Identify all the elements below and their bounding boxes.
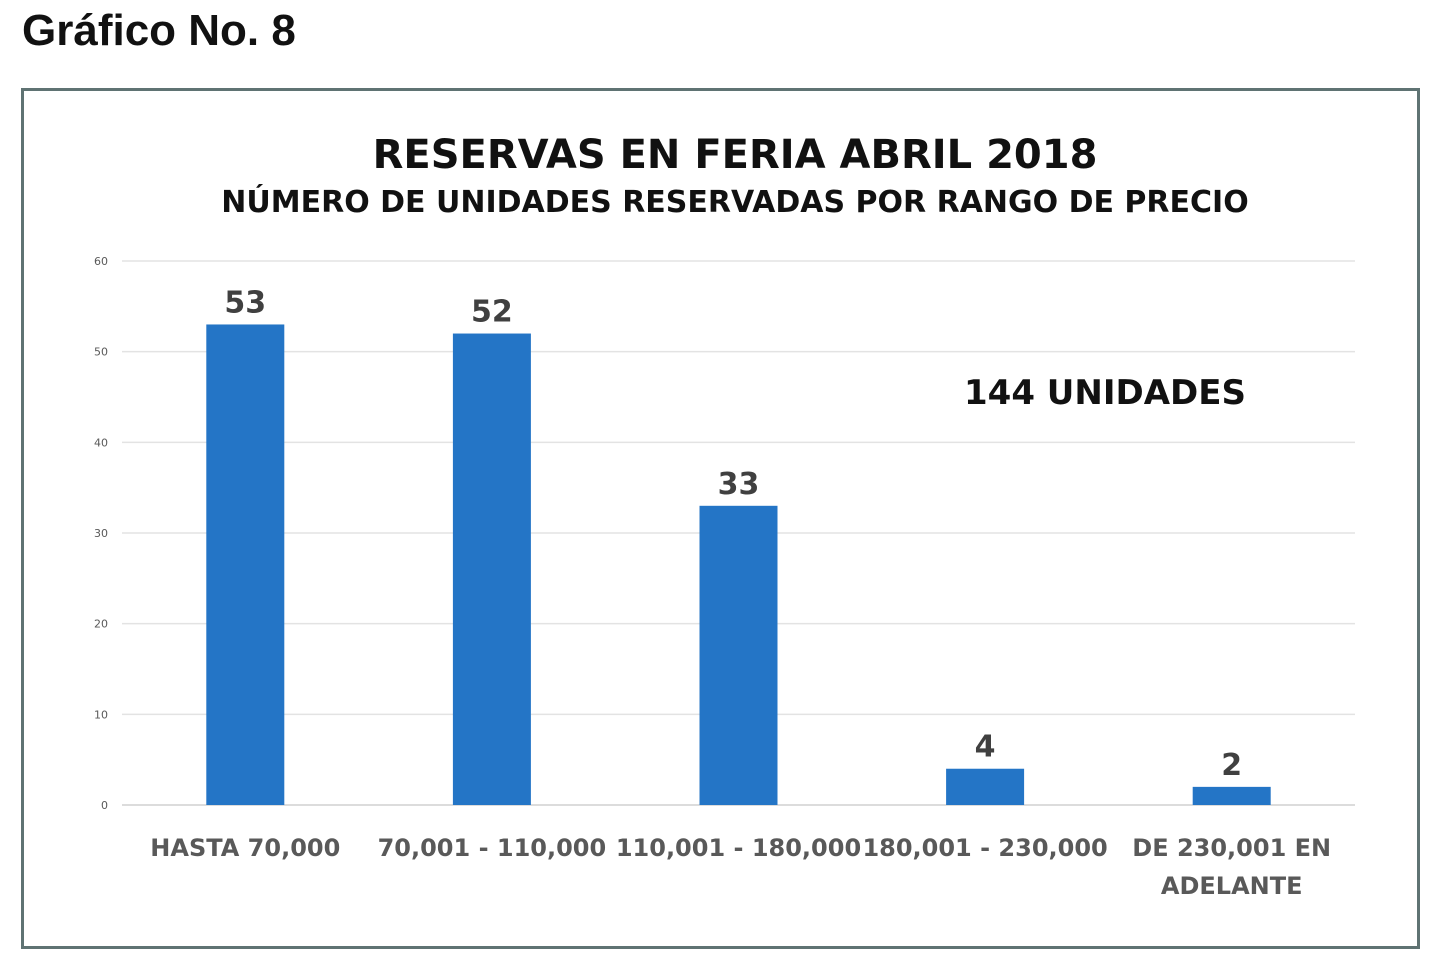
y-tick-label: 0 [101, 799, 108, 812]
y-tick-label: 60 [94, 255, 108, 268]
y-tick-label: 30 [94, 527, 108, 540]
total-annotation: 144 UNIDADES [964, 373, 1246, 413]
chart-title: RESERVAS EN FERIA ABRIL 2018 [373, 132, 1098, 178]
data-label: 52 [471, 295, 513, 330]
x-tick-label: 70,001 - 110,000 [378, 834, 607, 862]
y-tick-label: 10 [94, 708, 108, 721]
chart-frame [21, 88, 1420, 949]
y-tick-label: 20 [94, 618, 108, 631]
y-tick-label: 50 [94, 346, 108, 359]
bar [1192, 786, 1271, 805]
figure-heading: Gráfico No. 8 [22, 6, 296, 55]
data-label: 2 [1221, 748, 1242, 783]
x-tick-label: HASTA 70,000 [150, 834, 340, 862]
x-tick-label: 110,001 - 180,000 [616, 834, 861, 862]
x-tick-label: 180,001 - 230,000 [862, 834, 1107, 862]
bar [452, 333, 531, 805]
bar [946, 768, 1025, 805]
bar [206, 324, 285, 805]
data-label: 53 [224, 285, 266, 320]
x-tick-label: DE 230,001 EN [1132, 834, 1331, 862]
chart-subtitle: NÚMERO DE UNIDADES RESERVADAS POR RANGO … [221, 183, 1248, 220]
bar [699, 505, 778, 805]
data-label: 4 [975, 730, 996, 765]
y-tick-label: 40 [94, 436, 108, 449]
x-tick-label: ADELANTE [1161, 872, 1303, 900]
data-label: 33 [718, 467, 760, 502]
